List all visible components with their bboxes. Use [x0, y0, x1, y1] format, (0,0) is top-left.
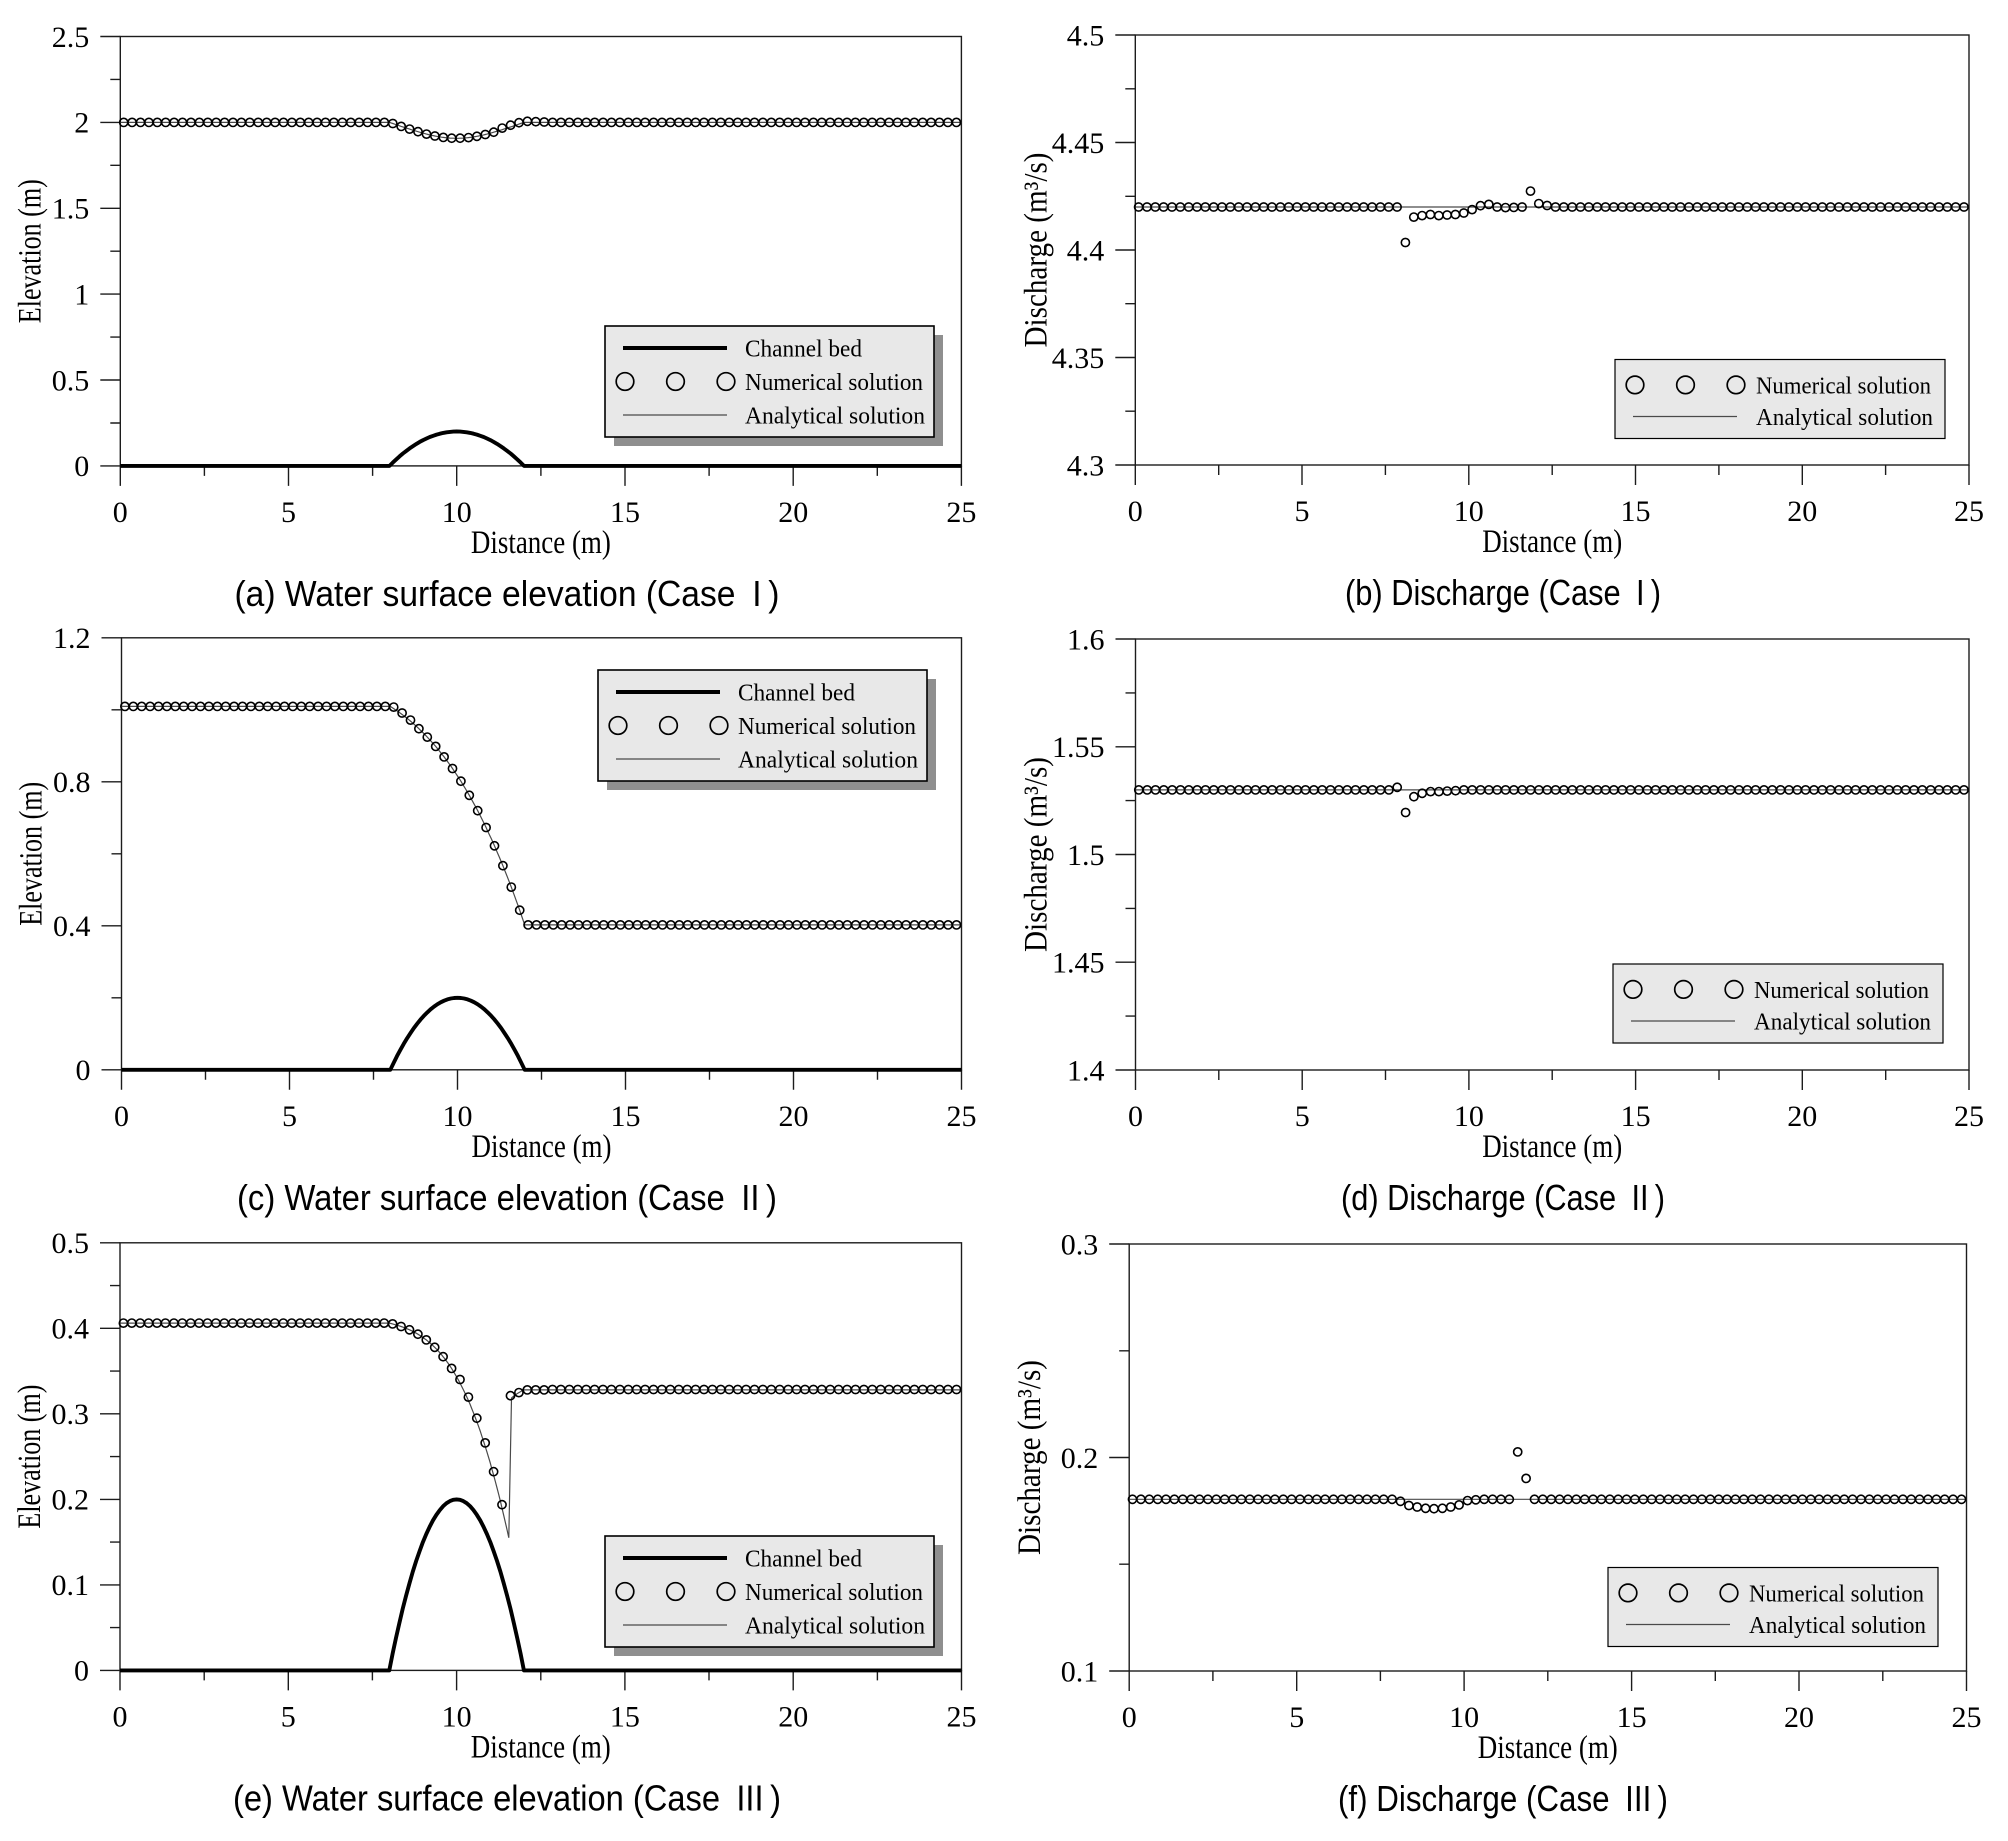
svg-text:15: 15: [610, 496, 640, 529]
svg-text:5: 5: [281, 1700, 296, 1733]
svg-text:Numerical solution: Numerical solution: [745, 1580, 923, 1606]
svg-text:0.1: 0.1: [1061, 1655, 1099, 1688]
svg-text:Numerical solution: Numerical solution: [1754, 978, 1929, 1004]
svg-text:2: 2: [74, 107, 89, 140]
svg-text:Analytical solution: Analytical solution: [745, 1614, 925, 1640]
svg-text:Distance (m): Distance (m): [1482, 1129, 1622, 1165]
svg-text:Elevation (m): Elevation (m): [12, 1385, 48, 1529]
svg-text:15: 15: [610, 1700, 640, 1733]
svg-text:Channel bed: Channel bed: [745, 1547, 862, 1573]
svg-text:1: 1: [74, 278, 89, 311]
svg-text:0.3: 0.3: [1061, 1228, 1099, 1261]
svg-text:Analytical solution: Analytical solution: [745, 404, 925, 430]
svg-text:0: 0: [1128, 1100, 1143, 1133]
svg-text:Distance (m): Distance (m): [471, 1729, 611, 1765]
svg-text:Analytical solution: Analytical solution: [1749, 1613, 1926, 1639]
svg-text:15: 15: [1621, 495, 1651, 528]
svg-text:5: 5: [1295, 1100, 1310, 1133]
svg-text:20: 20: [778, 496, 808, 529]
svg-text:25: 25: [946, 496, 976, 529]
svg-text:5: 5: [281, 496, 296, 529]
svg-text:15: 15: [1617, 1701, 1647, 1734]
svg-text:Elevation (m): Elevation (m): [12, 179, 48, 323]
svg-text:0: 0: [76, 1054, 91, 1087]
svg-text:Discharge (m³/s): Discharge (m³/s): [1019, 757, 1055, 952]
svg-text:4.3: 4.3: [1067, 449, 1105, 482]
svg-text:Discharge (m³/s): Discharge (m³/s): [1012, 1360, 1048, 1555]
svg-text:20: 20: [1784, 1701, 1814, 1734]
svg-text:0: 0: [74, 450, 89, 483]
svg-text:Distance (m): Distance (m): [1478, 1730, 1618, 1766]
svg-text:5: 5: [282, 1100, 297, 1133]
svg-text:0.2: 0.2: [1061, 1442, 1099, 1475]
svg-text:0.5: 0.5: [52, 1227, 90, 1260]
svg-text:Discharge (m³/s): Discharge (m³/s): [1018, 153, 1054, 348]
svg-text:20: 20: [1787, 495, 1817, 528]
svg-text:(f) Discharge (Case III ): (f) Discharge (Case III ): [1338, 1778, 1668, 1819]
svg-text:Distance (m): Distance (m): [1482, 524, 1622, 560]
svg-text:0.3: 0.3: [52, 1398, 90, 1431]
svg-text:0.4: 0.4: [53, 910, 91, 943]
svg-text:10: 10: [1454, 495, 1484, 528]
svg-text:20: 20: [778, 1700, 808, 1733]
svg-text:(c) Water surface elevation (C: (c) Water surface elevation (Case II ): [237, 1177, 777, 1218]
svg-text:Channel bed: Channel bed: [745, 337, 862, 363]
svg-text:0.8: 0.8: [53, 766, 91, 799]
svg-text:0: 0: [1122, 1701, 1137, 1734]
svg-text:4.4: 4.4: [1067, 234, 1105, 267]
svg-text:Elevation (m): Elevation (m): [14, 782, 50, 926]
svg-text:1.2: 1.2: [53, 622, 91, 655]
svg-text:(d) Discharge (Case II ): (d) Discharge (Case II ): [1341, 1177, 1665, 1218]
svg-text:1.5: 1.5: [52, 193, 90, 226]
svg-text:10: 10: [443, 1100, 473, 1133]
svg-text:1.45: 1.45: [1052, 947, 1105, 980]
svg-text:Numerical solution: Numerical solution: [1749, 1581, 1924, 1607]
svg-text:Distance (m): Distance (m): [471, 525, 611, 561]
svg-text:25: 25: [1954, 1100, 1984, 1133]
svg-text:25: 25: [947, 1700, 977, 1733]
svg-text:4.5: 4.5: [1067, 19, 1105, 52]
svg-text:0.5: 0.5: [52, 364, 90, 397]
svg-text:1.4: 1.4: [1067, 1054, 1105, 1087]
svg-text:(e) Water surface elevation (C: (e) Water surface elevation (Case III ): [233, 1777, 781, 1818]
svg-text:5: 5: [1289, 1701, 1304, 1734]
svg-text:Analytical solution: Analytical solution: [738, 748, 918, 774]
svg-text:4.45: 4.45: [1052, 127, 1105, 160]
svg-text:1.6: 1.6: [1067, 623, 1105, 656]
svg-text:10: 10: [442, 1700, 472, 1733]
svg-text:(b) Discharge (Case I ): (b) Discharge (Case I ): [1345, 572, 1661, 613]
svg-text:4.35: 4.35: [1052, 342, 1105, 375]
svg-text:15: 15: [611, 1100, 641, 1133]
svg-text:Numerical solution: Numerical solution: [738, 714, 916, 740]
svg-text:0.1: 0.1: [52, 1569, 90, 1602]
svg-text:Numerical solution: Numerical solution: [745, 370, 923, 396]
svg-text:Analytical solution: Analytical solution: [1756, 405, 1933, 431]
svg-text:Analytical solution: Analytical solution: [1754, 1010, 1931, 1036]
svg-text:15: 15: [1621, 1100, 1651, 1133]
svg-text:10: 10: [1454, 1100, 1484, 1133]
svg-text:(a) Water surface elevation (C: (a) Water surface elevation (Case I ): [235, 573, 780, 614]
svg-text:0: 0: [114, 1100, 129, 1133]
svg-text:0: 0: [113, 496, 128, 529]
svg-text:1.55: 1.55: [1052, 731, 1105, 764]
svg-text:0.2: 0.2: [52, 1484, 90, 1517]
svg-text:20: 20: [779, 1100, 809, 1133]
svg-text:1.5: 1.5: [1067, 839, 1105, 872]
svg-text:Distance (m): Distance (m): [472, 1129, 612, 1165]
svg-text:Numerical solution: Numerical solution: [1756, 373, 1931, 399]
svg-text:0: 0: [113, 1700, 128, 1733]
svg-text:5: 5: [1295, 495, 1310, 528]
svg-text:0.4: 0.4: [52, 1313, 90, 1346]
svg-text:0: 0: [74, 1655, 89, 1688]
svg-text:10: 10: [442, 496, 472, 529]
svg-text:0: 0: [1128, 495, 1143, 528]
svg-text:2.5: 2.5: [52, 21, 90, 54]
svg-text:25: 25: [1954, 495, 1984, 528]
svg-text:20: 20: [1787, 1100, 1817, 1133]
svg-text:25: 25: [947, 1100, 977, 1133]
svg-text:10: 10: [1449, 1701, 1479, 1734]
svg-text:25: 25: [1952, 1701, 1982, 1734]
svg-text:Channel bed: Channel bed: [738, 681, 855, 707]
